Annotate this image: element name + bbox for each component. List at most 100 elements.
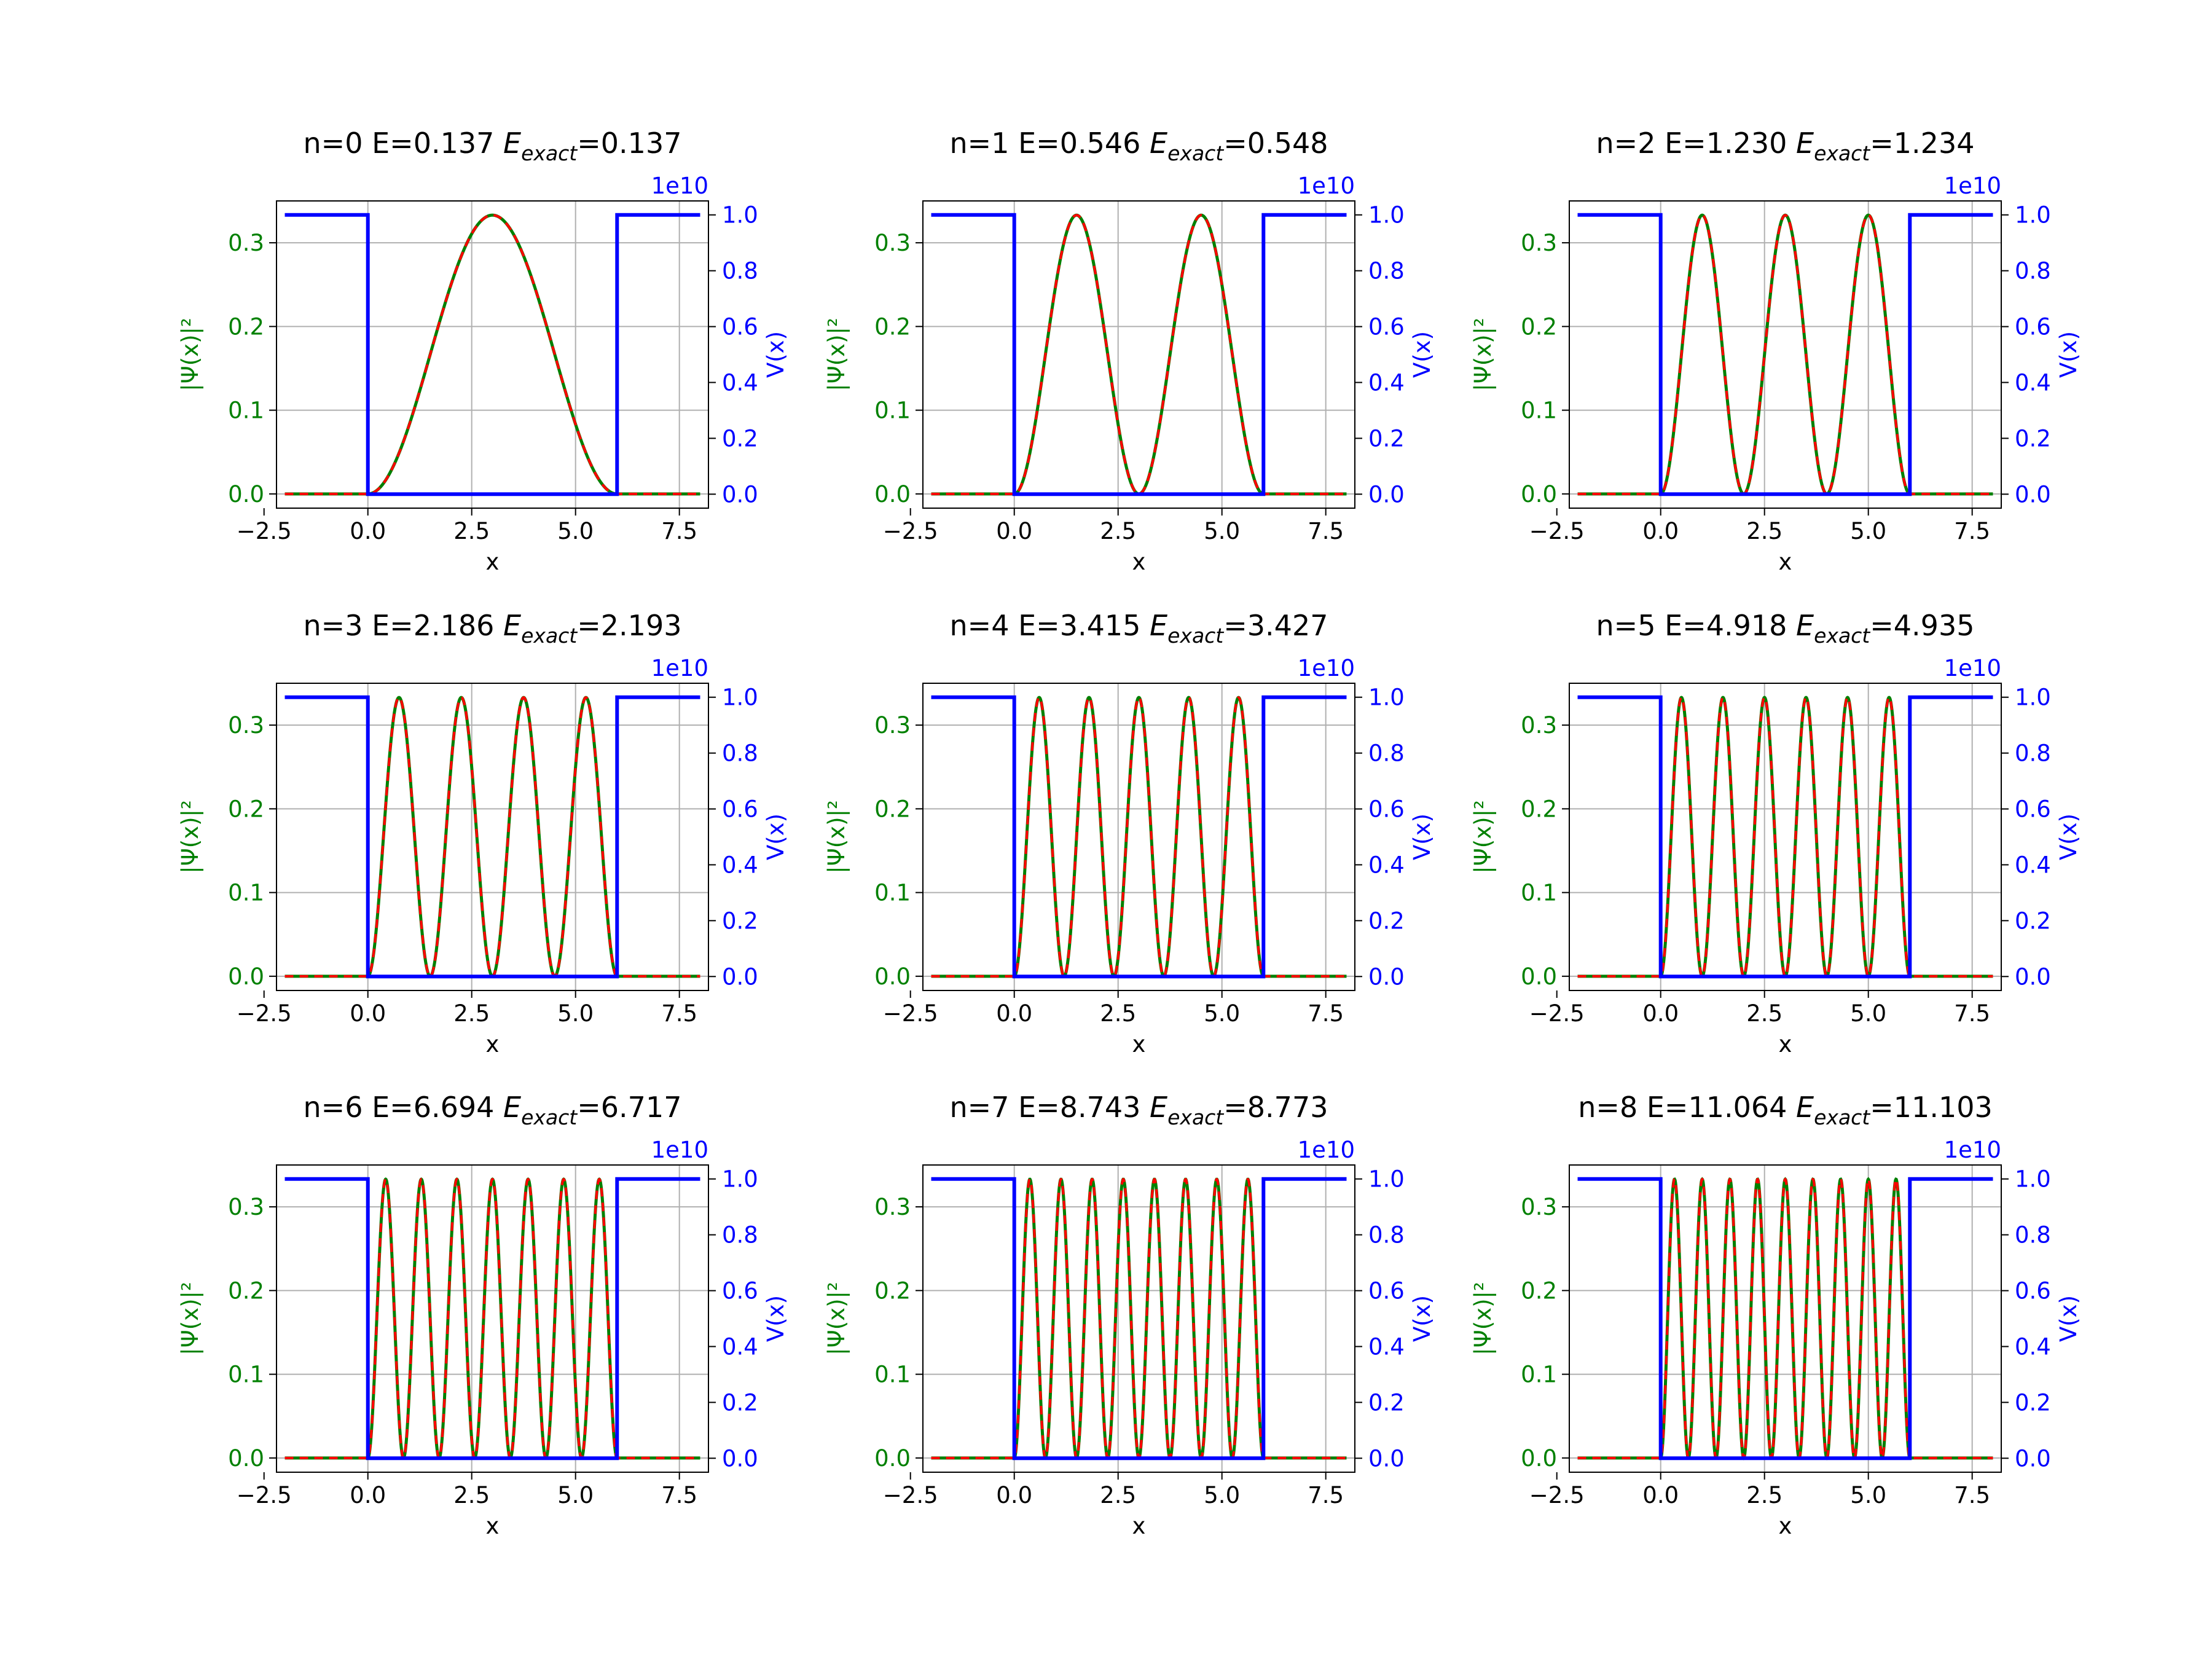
plot-area bbox=[284, 695, 700, 979]
x-tick-label: 2.5 bbox=[453, 1482, 490, 1508]
subplot-title: n=7 E=8.743 Eexact=8.773 bbox=[950, 1091, 1328, 1129]
x-axis-label: x bbox=[1132, 1031, 1146, 1057]
y-right-tick-label: 0.6 bbox=[1368, 1278, 1405, 1304]
right-axis-multiplier: 1e10 bbox=[1944, 173, 2001, 199]
x-tick-label: 0.0 bbox=[1642, 1482, 1679, 1508]
y-left-axis-label: |Ψ(x)|² bbox=[1470, 318, 1496, 391]
subplot-title: n=3 E=2.186 Eexact=2.193 bbox=[304, 609, 682, 648]
y-right-tick-label: 0.8 bbox=[2015, 258, 2051, 284]
y-right-axis-label: V(x) bbox=[1409, 331, 1435, 378]
x-tick-label: −2.5 bbox=[1529, 1000, 1585, 1027]
y-right-tick-label: 0.4 bbox=[722, 852, 758, 878]
y-left-axis-label: |Ψ(x)|² bbox=[823, 318, 850, 391]
title-level: n=3 bbox=[304, 609, 372, 642]
x-tick-label: 2.5 bbox=[1746, 1000, 1783, 1027]
x-axis-label: x bbox=[486, 549, 500, 575]
y-right-tick-label: 1.0 bbox=[1368, 202, 1405, 229]
y-left-tick-label: 0.3 bbox=[228, 712, 264, 739]
right-axis-multiplier: 1e10 bbox=[1298, 655, 1355, 681]
y-left-tick-label: 0.1 bbox=[1521, 880, 1557, 906]
y-left-tick-label: 0.0 bbox=[874, 963, 911, 990]
subplot-title: n=4 E=3.415 Eexact=3.427 bbox=[950, 609, 1328, 648]
y-left-tick-label: 0.2 bbox=[228, 796, 264, 822]
y-right-tick-label: 0.8 bbox=[722, 258, 758, 284]
plot-area bbox=[931, 1177, 1347, 1461]
y-left-tick-label: 0.0 bbox=[1521, 963, 1557, 990]
y-left-tick-label: 0.3 bbox=[228, 230, 264, 256]
title-energy: E=2.186 bbox=[372, 609, 503, 642]
psi-density-curve bbox=[931, 213, 1347, 496]
y-left-tick-label: 0.1 bbox=[1521, 398, 1557, 424]
x-axis-label: x bbox=[1779, 1031, 1792, 1057]
psi-density-curve bbox=[284, 213, 700, 496]
y-right-axis-label: V(x) bbox=[763, 331, 789, 378]
x-tick-label: 2.5 bbox=[1746, 1482, 1783, 1508]
title-level: n=4 bbox=[950, 609, 1019, 642]
y-right-tick-label: 0.4 bbox=[722, 1333, 758, 1360]
title-energy: E=11.064 bbox=[1647, 1091, 1796, 1124]
x-tick-label: 2.5 bbox=[1100, 1000, 1136, 1027]
x-tick-label: −2.5 bbox=[1529, 1482, 1585, 1508]
y-right-tick-label: 1.0 bbox=[722, 684, 758, 711]
x-tick-label: 7.5 bbox=[661, 1482, 697, 1508]
subplot-title: n=8 E=11.064 Eexact=11.103 bbox=[1578, 1091, 1993, 1129]
y-left-axis-label: |Ψ(x)|² bbox=[1470, 800, 1496, 874]
plot-area bbox=[1577, 1177, 1993, 1461]
subplot-n6: −2.5 0.0 2.5 5.0 7.5 0.0 0.1 0.2 0.3 0.0 0.2 0.4 0.6… bbox=[177, 1091, 789, 1539]
y-left-tick-label: 0.3 bbox=[1521, 1194, 1557, 1220]
title-exact-energy: =6.717 bbox=[577, 1091, 681, 1124]
psi-density-curve bbox=[1577, 696, 1993, 978]
title-exact-energy: =11.103 bbox=[1870, 1091, 1993, 1124]
y-left-tick-label: 0.0 bbox=[874, 481, 911, 508]
subplot-title: n=2 E=1.230 Eexact=1.234 bbox=[1596, 127, 1975, 165]
y-right-tick-label: 0.0 bbox=[1368, 481, 1405, 508]
x-tick-label: 2.5 bbox=[1100, 1482, 1136, 1508]
potential-curve bbox=[931, 213, 1347, 496]
axes-frame bbox=[276, 1164, 709, 1473]
plot-area bbox=[931, 213, 1347, 496]
y-right-tick-label: 0.8 bbox=[2015, 740, 2051, 767]
y-left-tick-label: 0.0 bbox=[228, 963, 264, 990]
y-left-tick-label: 0.0 bbox=[1521, 481, 1557, 508]
x-axis-label: x bbox=[486, 1513, 500, 1539]
y-right-tick-label: 0.4 bbox=[1368, 1333, 1405, 1360]
right-axis-multiplier: 1e10 bbox=[1944, 1137, 2001, 1163]
potential-curve bbox=[931, 1177, 1347, 1461]
right-axis-multiplier: 1e10 bbox=[1944, 655, 2001, 681]
y-left-axis-label: |Ψ(x)|² bbox=[1470, 1282, 1496, 1355]
axes-frame bbox=[276, 683, 709, 991]
y-right-tick-label: 1.0 bbox=[2015, 202, 2051, 229]
psi-density-curve bbox=[284, 1177, 700, 1460]
x-tick-label: 7.5 bbox=[1308, 518, 1344, 544]
title-exact-subscript: exact bbox=[521, 141, 578, 165]
subplot-n1: −2.5 0.0 2.5 5.0 7.5 0.0 0.1 0.2 0.3 0.0 0.2 0.4 0.6… bbox=[823, 127, 1435, 575]
y-left-axis-label: |Ψ(x)|² bbox=[177, 1282, 203, 1355]
y-left-axis-label: |Ψ(x)|² bbox=[177, 318, 203, 391]
x-tick-label: 0.0 bbox=[1642, 1000, 1679, 1027]
psi-exact-curve bbox=[931, 1178, 1347, 1460]
y-right-tick-label: 1.0 bbox=[722, 202, 758, 229]
potential-curve bbox=[284, 1177, 700, 1461]
x-tick-label: 7.5 bbox=[661, 518, 697, 544]
title-energy: E=4.918 bbox=[1665, 609, 1796, 642]
y-right-axis-label: V(x) bbox=[763, 1295, 789, 1342]
x-tick-label: 5.0 bbox=[1850, 518, 1886, 544]
y-right-tick-label: 0.2 bbox=[1368, 425, 1405, 452]
x-tick-label: 7.5 bbox=[661, 1000, 697, 1027]
y-left-tick-label: 0.0 bbox=[1521, 1445, 1557, 1472]
y-right-tick-label: 0.4 bbox=[2015, 369, 2051, 396]
right-axis-multiplier: 1e10 bbox=[651, 655, 708, 681]
y-left-tick-label: 0.3 bbox=[228, 1194, 264, 1220]
title-exact-symbol: E bbox=[1796, 127, 1814, 160]
title-exact-symbol: E bbox=[503, 609, 521, 642]
y-right-tick-label: 0.6 bbox=[1368, 314, 1405, 340]
y-right-tick-label: 0.2 bbox=[722, 908, 758, 934]
potential-curve bbox=[284, 695, 700, 979]
title-exact-symbol: E bbox=[1150, 127, 1167, 160]
axes-frame bbox=[922, 200, 1355, 509]
y-left-tick-label: 0.2 bbox=[1521, 313, 1557, 340]
x-tick-label: 5.0 bbox=[557, 518, 594, 544]
psi-exact-curve bbox=[284, 214, 700, 495]
plot-area bbox=[284, 213, 700, 496]
x-tick-label: 7.5 bbox=[1954, 518, 1990, 544]
